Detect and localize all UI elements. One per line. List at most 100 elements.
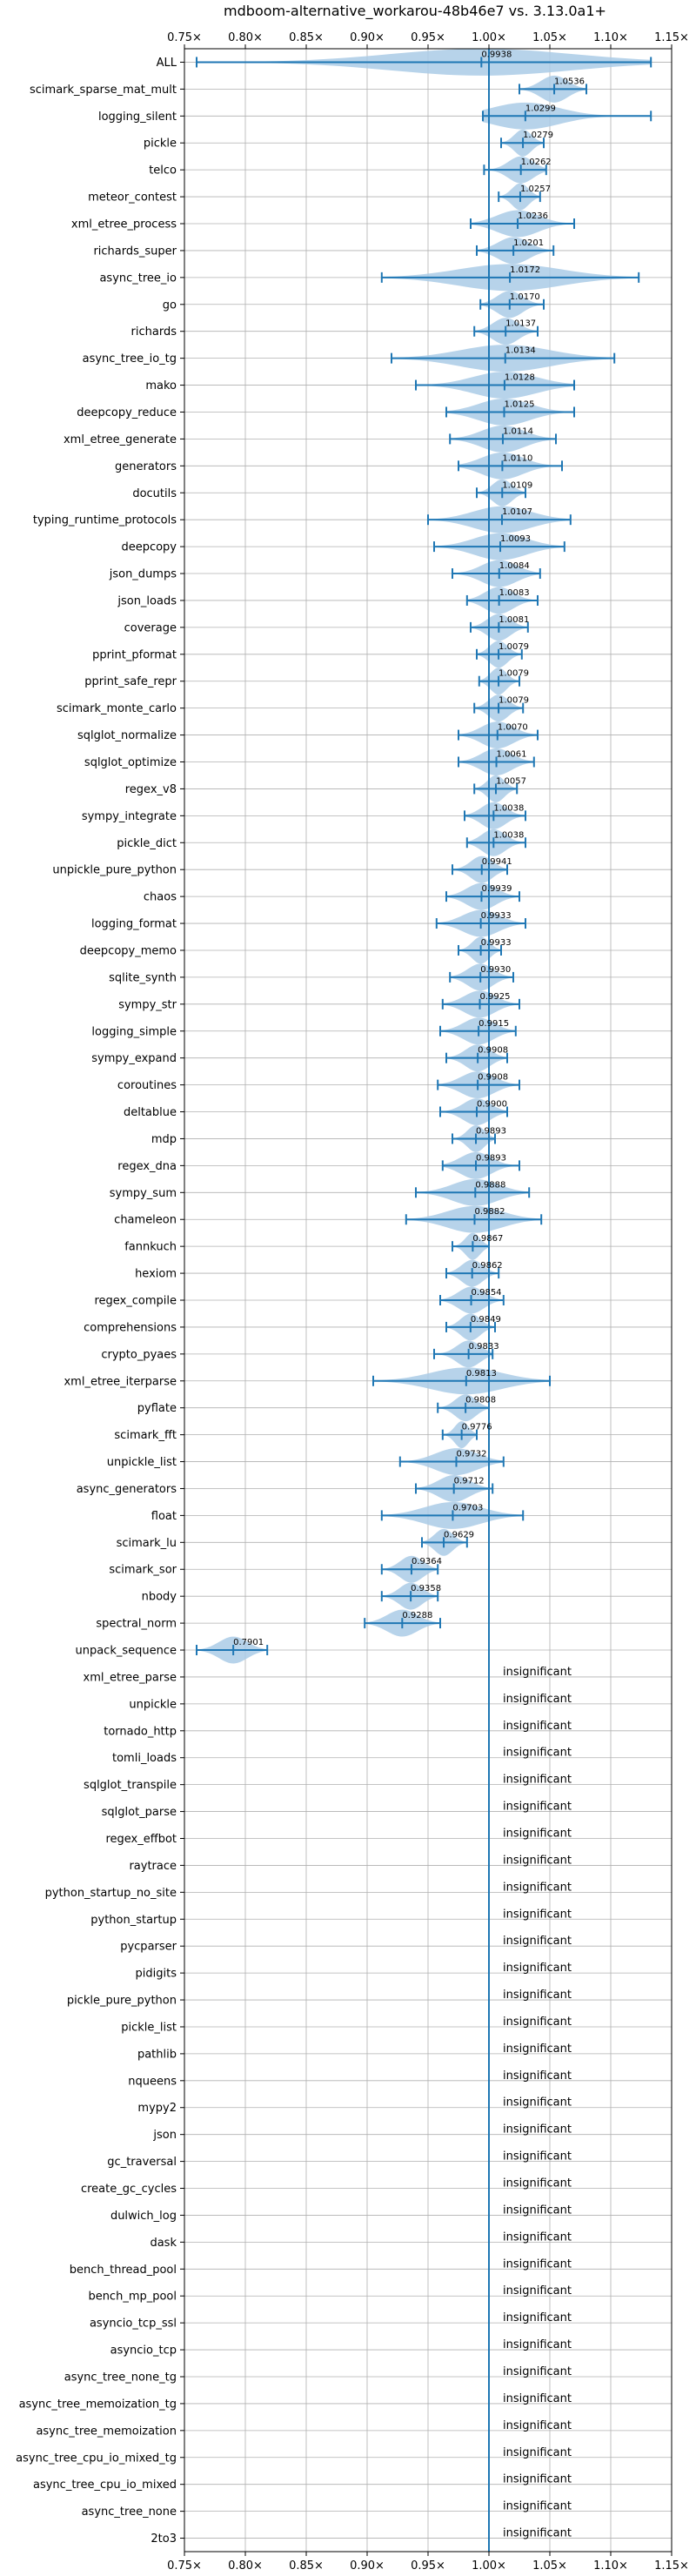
- category-label: raytrace: [129, 1860, 177, 1873]
- category-label: unpickle_list: [107, 1456, 177, 1469]
- category-label: create_gc_cycles: [81, 2183, 177, 2196]
- value-label: 1.0125: [505, 399, 535, 409]
- value-label: 0.9938: [481, 50, 512, 59]
- x-tick-label-bottom: 0.80×: [228, 2559, 263, 2573]
- x-tick-label-top: 1.05×: [532, 31, 567, 44]
- value-label: 1.0079: [499, 696, 529, 706]
- category-label: telco: [149, 164, 177, 178]
- insignificant-label: insignificant: [503, 1666, 572, 1679]
- insignificant-label: insignificant: [503, 2043, 572, 2056]
- insignificant-label: insignificant: [503, 2150, 572, 2163]
- insignificant-label: insignificant: [503, 1747, 572, 1760]
- value-label: 0.9908: [478, 1073, 508, 1083]
- category-label: unpack_sequence: [75, 1645, 177, 1658]
- category-label: sympy_expand: [91, 1052, 177, 1065]
- value-label: 0.9882: [474, 1207, 505, 1217]
- x-tick-label-bottom: 0.95×: [411, 2559, 445, 2573]
- category-label: regex_dna: [117, 1160, 177, 1173]
- category-label: python_startup_no_site: [45, 1887, 177, 1900]
- category-label: nbody: [142, 1591, 177, 1604]
- value-label: 0.9288: [402, 1611, 432, 1620]
- category-label: async_tree_cpu_io_mixed: [33, 2479, 177, 2492]
- x-tick-label-top: 1.10×: [593, 31, 628, 44]
- category-labels: ALL scimark_sparse_mat_mult logging_silent…: [16, 57, 184, 2546]
- insignificant-label: insignificant: [503, 2016, 572, 2029]
- value-label: 0.9833: [469, 1342, 499, 1352]
- value-label: 0.9915: [478, 1019, 509, 1029]
- insignificant-label: insignificant: [503, 1801, 572, 1814]
- insignificant-label: insignificant: [503, 1881, 572, 1894]
- category-label: regex_effbot: [105, 1833, 177, 1846]
- value-label: 1.0137: [505, 319, 536, 329]
- x-tick-label-bottom: 0.90×: [350, 2559, 385, 2573]
- x-tick-label-top: 0.90×: [350, 31, 385, 44]
- category-label: chaos: [144, 891, 177, 904]
- category-label: tornado_http: [104, 1725, 177, 1738]
- value-label: 0.7901: [233, 1638, 264, 1647]
- category-label: scimark_fft: [114, 1429, 177, 1442]
- category-label: hexiom: [135, 1268, 177, 1281]
- x-tick-label-bottom: 1.05×: [532, 2559, 567, 2573]
- category-label: ALL: [157, 57, 177, 70]
- insignificant-label: insignificant: [503, 2500, 572, 2513]
- insignificant-label: insignificant: [503, 1693, 572, 1706]
- value-label: 0.9893: [476, 1153, 506, 1163]
- insignificant-label: insignificant: [503, 2070, 572, 2083]
- category-label: async_tree_cpu_io_mixed_tg: [16, 2452, 177, 2465]
- category-label: sqlglot_parse: [102, 1806, 177, 1819]
- category-label: pycparser: [120, 1941, 177, 1954]
- category-label: scimark_lu: [117, 1537, 177, 1550]
- category-label: async_tree_none: [82, 2506, 177, 2519]
- value-label: 0.9941: [482, 857, 512, 867]
- value-label: 1.0257: [520, 184, 551, 194]
- x-axis-top: 0.75× 0.80× 0.85× 0.90× 0.95× 1.00× 1.05× 1.10×…: [167, 31, 689, 49]
- category-label: sqlglot_optimize: [84, 756, 177, 769]
- category-label: float: [151, 1510, 177, 1523]
- insignificant-label: insignificant: [503, 1989, 572, 2002]
- x-tick-label-top: 0.75×: [167, 31, 202, 44]
- category-label: xml_etree_generate: [64, 433, 177, 446]
- value-label: 1.0110: [502, 453, 532, 463]
- value-label: 0.9862: [472, 1261, 503, 1271]
- category-label: logging_format: [91, 918, 177, 931]
- insignificant-label: insignificant: [503, 2446, 572, 2459]
- category-label: sympy_sum: [110, 1187, 177, 1200]
- category-label: deepcopy_memo: [80, 944, 177, 957]
- insignificant-label: insignificant: [503, 2257, 572, 2271]
- value-label: 1.0061: [497, 750, 527, 760]
- value-label: 1.0536: [554, 77, 585, 86]
- category-label: typing_runtime_protocols: [33, 514, 177, 527]
- value-label: 1.0170: [510, 292, 540, 302]
- insignificant-label: insignificant: [503, 1935, 572, 1948]
- x-tick-label-bottom: 1.10×: [593, 2559, 628, 2573]
- insignificant-label: insignificant: [503, 1854, 572, 1867]
- category-label: coroutines: [117, 1079, 177, 1092]
- insignificant-label: insignificant: [503, 1720, 572, 1733]
- violins: [197, 49, 652, 1664]
- insignificant-label: insignificant: [503, 1962, 572, 1975]
- value-label: 0.9849: [471, 1315, 501, 1325]
- x-tick-label-bottom: 0.85×: [289, 2559, 324, 2573]
- value-label: 0.9629: [444, 1530, 474, 1540]
- category-label: asyncio_tcp: [110, 2345, 177, 2358]
- value-label: 1.0079: [499, 642, 529, 652]
- category-label: deepcopy: [121, 541, 177, 554]
- value-label: 0.9867: [472, 1234, 503, 1244]
- insignificant-label: insignificant: [503, 2231, 572, 2244]
- category-label: pprint_pformat: [92, 648, 177, 661]
- value-label: 0.9703: [452, 1503, 483, 1513]
- category-label: spectral_norm: [96, 1618, 177, 1631]
- value-label: 0.9933: [481, 938, 512, 948]
- x-tick-label-bottom: 1.15×: [654, 2559, 689, 2573]
- category-label: async_tree_io_tg: [83, 352, 177, 366]
- category-label: dask: [150, 2237, 177, 2250]
- value-label: 0.9908: [478, 1046, 508, 1056]
- category-label: unpickle_pure_python: [52, 864, 177, 877]
- category-label: pyflate: [137, 1402, 177, 1415]
- x-tick-label-bottom: 1.00×: [472, 2559, 506, 2573]
- value-label: 0.9900: [477, 1100, 507, 1110]
- category-label: scimark_sor: [109, 1564, 177, 1577]
- value-label: 1.0038: [493, 803, 524, 813]
- category-label: sqlglot_normalize: [77, 729, 177, 742]
